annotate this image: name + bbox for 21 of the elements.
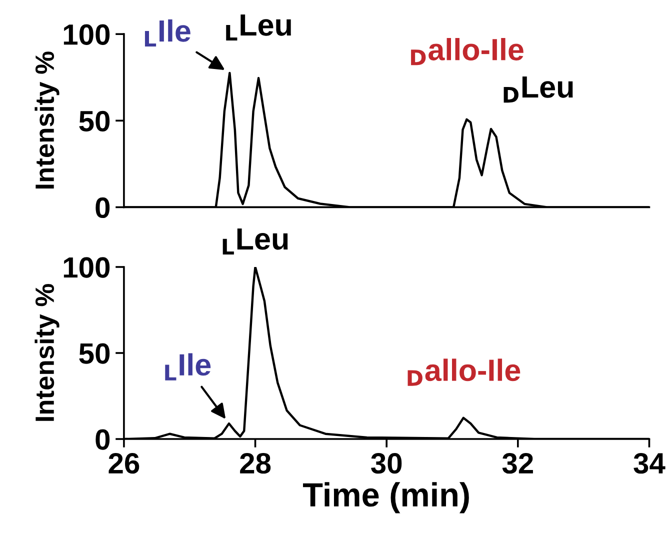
annotation: $_{D}$Leu (504, 76, 573, 103)
x-tick-label: 34 (634, 452, 666, 474)
y-tick-label: 50 (79, 110, 110, 132)
annotation: $_{L}$Leu (222, 228, 288, 254)
y-tick-label: 100 (64, 257, 110, 278)
annotation: $_{L}$Ile (165, 353, 211, 380)
x-tick-label: 32 (502, 452, 533, 474)
annotation: $_{L}$Leu (226, 14, 291, 41)
x-axis-title: Time (min) (303, 482, 469, 514)
y-tick-label: 100 (64, 24, 110, 45)
y-tick-label: 0 (96, 197, 110, 218)
y-tick-label: 50 (79, 343, 110, 364)
annotation: $_{D}$allo-Ile (408, 358, 520, 386)
y-axis-title: Intensity % (34, 284, 60, 421)
x-tick-label: 30 (371, 452, 402, 474)
x-tick-label: 26 (108, 452, 140, 474)
y-tick-label: 0 (96, 429, 110, 450)
annotation: $_{L}$Ile (144, 19, 190, 47)
annotation: $_{D}$allo-Ile (411, 38, 524, 66)
y-axis-title: Intensity % (34, 52, 60, 189)
x-tick-label: 28 (240, 452, 271, 474)
